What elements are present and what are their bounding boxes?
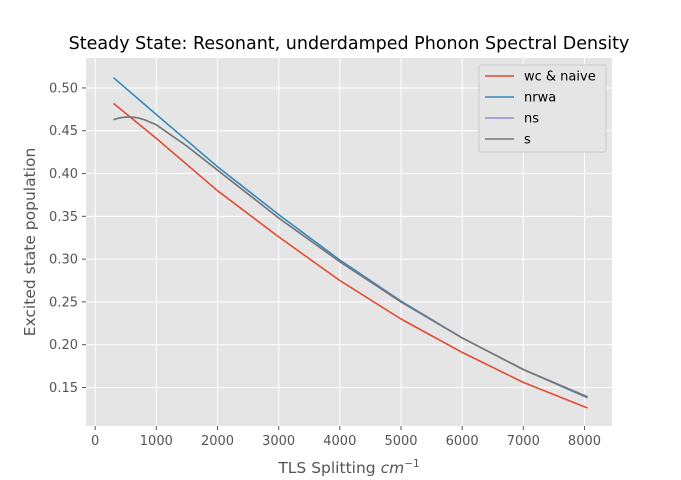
x-tick-label: 0	[91, 434, 99, 449]
x-tick-label: 3000	[262, 434, 295, 449]
y-tick-label: 0.25	[49, 295, 78, 310]
x-tick-label: 4000	[323, 434, 356, 449]
x-tick-label: 1000	[140, 434, 173, 449]
y-tick-label: 0.20	[49, 338, 78, 353]
legend-label: nrwa	[524, 91, 556, 106]
y-tick-label: 0.45	[49, 124, 78, 139]
y-tick-label: 0.40	[49, 167, 78, 182]
series-line-0	[112, 102, 588, 409]
x-tick-label: 5000	[384, 434, 417, 449]
legend-label: ns	[524, 112, 539, 127]
x-tick-label: 7000	[507, 434, 540, 449]
x-tick-label: 8000	[568, 434, 601, 449]
legend-box	[478, 64, 607, 153]
legend: wc & naive nrwa ns s	[478, 64, 607, 153]
y-tick-label: 0.50	[49, 81, 78, 96]
chart-title: Steady State: Resonant, underdamped Phon…	[69, 34, 630, 54]
x-tick-label: 2000	[201, 434, 234, 449]
y-axis-ticks: 0.15 0.20 0.25 0.30 0.35 0.40 0.45 0.50	[49, 81, 86, 396]
x-axis-ticks: 0 1000 2000 3000 4000 5000 6000 7000 8000	[91, 426, 601, 449]
y-tick-label: 0.15	[49, 381, 78, 396]
y-axis-label: Excited state population	[21, 148, 39, 337]
x-axis-label: TLS Splitting cm−1	[277, 458, 419, 477]
legend-label: s	[524, 133, 531, 148]
y-tick-label: 0.35	[49, 210, 78, 225]
x-tick-label: 6000	[446, 434, 479, 449]
series-line-3	[113, 116, 588, 398]
legend-label: wc & naive	[524, 70, 596, 85]
series-lines	[112, 77, 588, 409]
y-tick-label: 0.30	[49, 253, 78, 268]
